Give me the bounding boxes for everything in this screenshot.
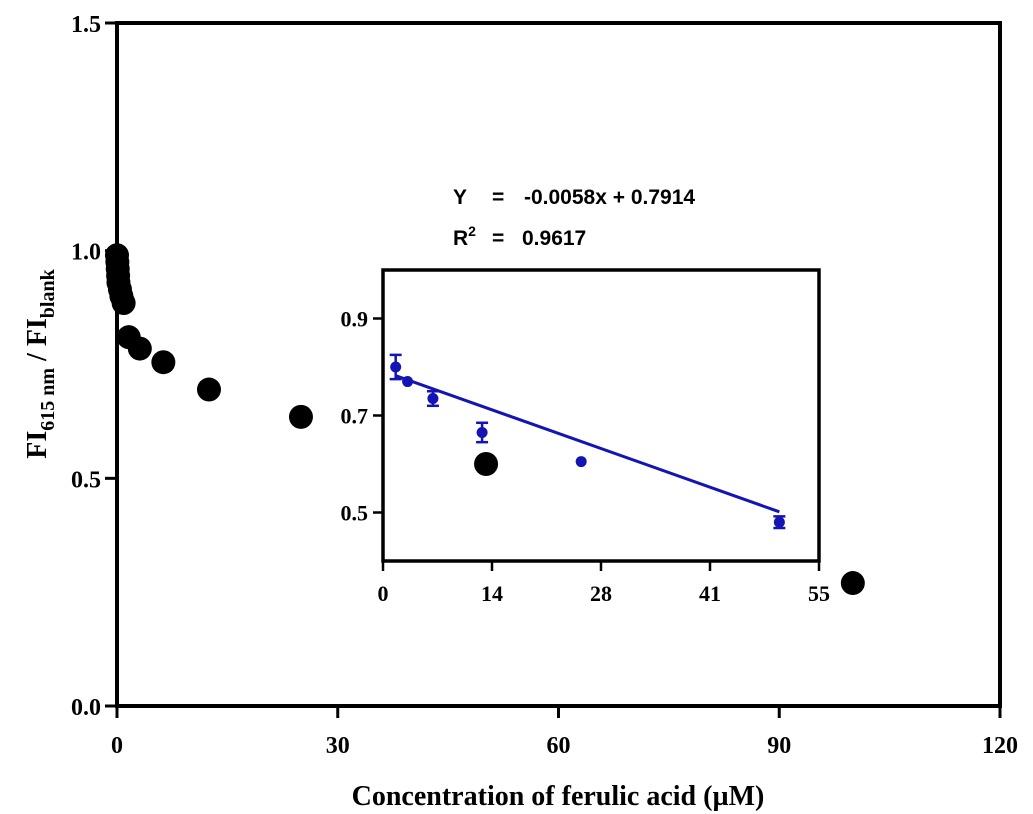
x-axis-title: Concentration of ferulic acid (µM): [352, 781, 765, 812]
inset-data-point: [476, 426, 488, 438]
inset-x-tick-label: 41: [699, 581, 721, 606]
main-data-point: [127, 336, 152, 361]
inset-y-tick-label: 0.9: [341, 307, 369, 332]
main-data-points: [105, 243, 865, 596]
main-data-point: [840, 571, 865, 596]
inset-data-point: [427, 393, 439, 405]
x-tick-label: 90: [767, 733, 791, 759]
y-axis-title-main: FI: [22, 431, 53, 459]
inset-x-tick-label: 14: [481, 581, 503, 606]
y-tick-label: 1.5: [71, 12, 101, 38]
r2-sup: 2: [468, 223, 476, 239]
inset-data-point: [390, 361, 402, 373]
x-tick-label: 0: [111, 733, 123, 759]
inset-plot-frame: [381, 268, 821, 563]
inset-outlier-point: [474, 452, 499, 476]
inset-data-point: [575, 456, 587, 468]
inset-x-tick-label: 28: [590, 581, 612, 606]
y-axis-title-sub2: blank: [37, 268, 59, 318]
main-axis-ticks: 0 30 60 90 120 0.0 0.5 1.0 1.5: [71, 12, 1018, 759]
x-tick-label: 60: [547, 733, 571, 759]
x-tick-label: 120: [982, 733, 1018, 759]
y-axis-title: FI615 nm / FIblank: [22, 268, 59, 458]
equation-eq: =: [492, 186, 504, 209]
equation-lhs: Y: [453, 186, 467, 209]
x-tick-label: 30: [326, 733, 350, 759]
r2-eq: =: [492, 227, 504, 250]
y-tick-label: 1.0: [71, 240, 101, 266]
main-data-point: [111, 291, 136, 316]
main-data-point: [288, 404, 313, 429]
r2-value: 0.9617: [522, 227, 586, 250]
r-squared: R2 = 0.9617: [453, 223, 586, 250]
inset-x-tick-label: 55: [808, 581, 830, 606]
inset-data-point: [773, 516, 785, 528]
y-tick-label: 0.0: [71, 695, 101, 721]
r2-label: R: [453, 227, 468, 250]
fit-line: [395, 374, 780, 514]
equation-rhs: -0.0058x + 0.7914: [524, 186, 695, 209]
inset-data-points: [389, 353, 786, 530]
inset-fit-line: [395, 374, 780, 514]
inset-data-point: [402, 376, 414, 388]
inset-y-tick-label: 0.5: [341, 501, 369, 526]
y-axis-title-sep: / FI: [22, 318, 53, 368]
inset-y-tick-label: 0.7: [341, 404, 369, 429]
regression-equation: Y = -0.0058x + 0.7914: [453, 186, 695, 209]
main-data-point: [196, 377, 221, 402]
y-axis-title-sub1: 615 nm: [37, 368, 59, 431]
y-tick-label: 0.5: [71, 467, 101, 493]
inset-axis-ticks: 0 14 28 41 55 0.5 0.7 0.9: [341, 307, 831, 607]
inset-x-tick-label: 0: [378, 581, 389, 606]
main-data-point: [151, 350, 176, 375]
